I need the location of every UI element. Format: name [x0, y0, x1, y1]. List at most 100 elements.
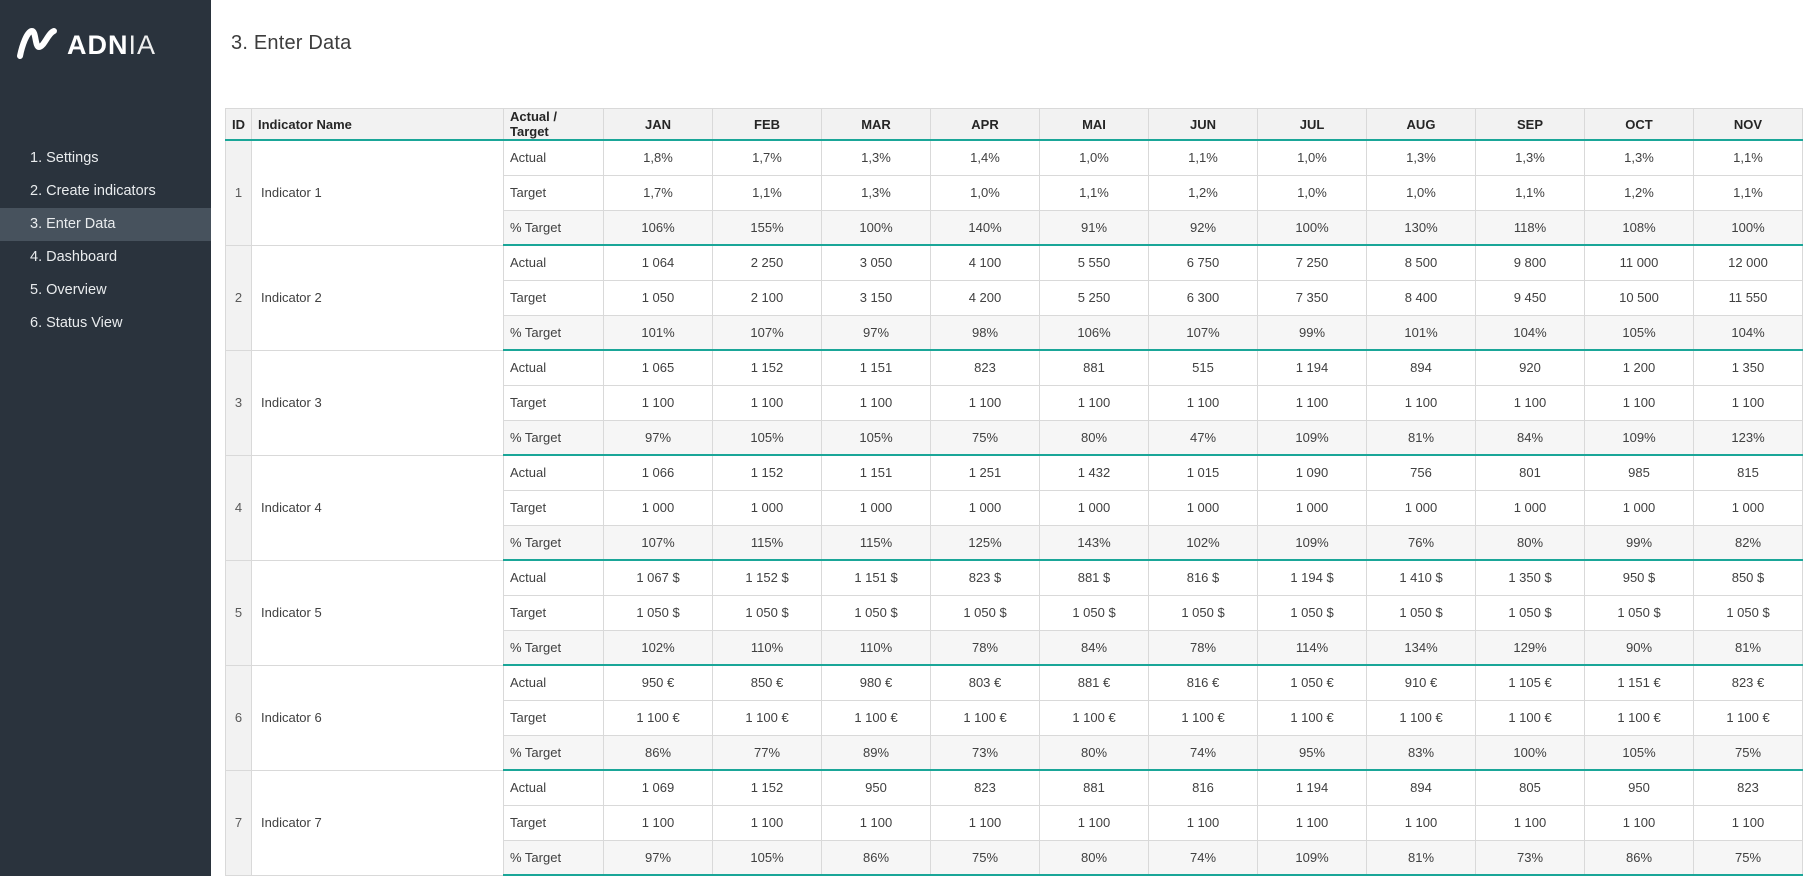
value-cell[interactable]: 2 100 — [712, 279, 822, 316]
value-cell[interactable]: 1 100 — [603, 804, 713, 841]
value-cell[interactable]: 86% — [603, 734, 713, 771]
value-cell[interactable]: 114% — [1257, 629, 1367, 666]
value-cell[interactable]: 1 100 € — [930, 699, 1040, 736]
value-cell[interactable]: 1,0% — [1039, 139, 1149, 176]
value-cell[interactable]: 1 200 — [1584, 349, 1694, 386]
value-cell[interactable]: 1 152 — [712, 454, 822, 491]
value-cell[interactable]: 97% — [821, 314, 931, 351]
value-cell[interactable]: 1,1% — [1475, 174, 1585, 211]
value-cell[interactable]: 75% — [930, 419, 1040, 456]
value-cell[interactable]: 1 151 $ — [821, 559, 931, 596]
value-cell[interactable]: 1 050 $ — [1148, 594, 1258, 631]
value-cell[interactable]: 84% — [1475, 419, 1585, 456]
value-cell[interactable]: 4 100 — [930, 244, 1040, 281]
value-cell[interactable]: 1 151 € — [1584, 664, 1694, 701]
sidebar-item-status-view[interactable]: 6. Status View — [30, 315, 123, 331]
value-cell[interactable]: 1 100 € — [1693, 699, 1803, 736]
value-cell[interactable]: 3 050 — [821, 244, 931, 281]
value-cell[interactable]: 8 400 — [1366, 279, 1476, 316]
value-cell[interactable]: 1 151 — [821, 454, 931, 491]
value-cell[interactable]: 104% — [1475, 314, 1585, 351]
value-cell[interactable]: 1 100 — [1693, 804, 1803, 841]
value-cell[interactable]: 1 432 — [1039, 454, 1149, 491]
value-cell[interactable]: 1 100 — [712, 384, 822, 421]
value-cell[interactable]: 1 100 — [1693, 384, 1803, 421]
value-cell[interactable]: 1 100 — [712, 804, 822, 841]
value-cell[interactable]: 106% — [1039, 314, 1149, 351]
value-cell[interactable]: 1 064 — [603, 244, 713, 281]
value-cell[interactable]: 101% — [1366, 314, 1476, 351]
value-cell[interactable]: 1 100 € — [821, 699, 931, 736]
value-cell[interactable]: 881 — [1039, 769, 1149, 806]
value-cell[interactable]: 75% — [1693, 839, 1803, 876]
value-cell[interactable]: 73% — [1475, 839, 1585, 876]
value-cell[interactable]: 850 $ — [1693, 559, 1803, 596]
value-cell[interactable]: 805 — [1475, 769, 1585, 806]
value-cell[interactable]: 1 050 $ — [1366, 594, 1476, 631]
value-cell[interactable]: 894 — [1366, 769, 1476, 806]
value-cell[interactable]: 95% — [1257, 734, 1367, 771]
value-cell[interactable]: 1 015 — [1148, 454, 1258, 491]
value-cell[interactable]: 107% — [1148, 314, 1258, 351]
sidebar-item-create-indicators[interactable]: 2. Create indicators — [30, 183, 156, 199]
value-cell[interactable]: 1 152 — [712, 349, 822, 386]
value-cell[interactable]: 1 100 — [1366, 384, 1476, 421]
value-cell[interactable]: 47% — [1148, 419, 1258, 456]
value-cell[interactable]: 109% — [1584, 419, 1694, 456]
value-cell[interactable]: 105% — [712, 839, 822, 876]
value-cell[interactable]: 881 $ — [1039, 559, 1149, 596]
value-cell[interactable]: 1 100 — [1584, 384, 1694, 421]
value-cell[interactable]: 80% — [1475, 524, 1585, 561]
sidebar-item-dashboard[interactable]: 4. Dashboard — [30, 249, 118, 265]
value-cell[interactable]: 816 € — [1148, 664, 1258, 701]
value-cell[interactable]: 74% — [1148, 839, 1258, 876]
value-cell[interactable]: 1 350 $ — [1475, 559, 1585, 596]
value-cell[interactable]: 4 200 — [930, 279, 1040, 316]
value-cell[interactable]: 823 — [930, 769, 1040, 806]
value-cell[interactable]: 99% — [1257, 314, 1367, 351]
value-cell[interactable]: 1,3% — [1584, 139, 1694, 176]
value-cell[interactable]: 1 100 — [1148, 384, 1258, 421]
value-cell[interactable]: 143% — [1039, 524, 1149, 561]
value-cell[interactable]: 1 050 $ — [1693, 594, 1803, 631]
value-cell[interactable]: 1 050 € — [1257, 664, 1367, 701]
value-cell[interactable]: 1 100 € — [1039, 699, 1149, 736]
value-cell[interactable]: 1,8% — [603, 139, 713, 176]
value-cell[interactable]: 1 100 € — [1366, 699, 1476, 736]
value-cell[interactable]: 950 — [1584, 769, 1694, 806]
value-cell[interactable]: 6 300 — [1148, 279, 1258, 316]
value-cell[interactable]: 130% — [1366, 209, 1476, 246]
value-cell[interactable]: 82% — [1693, 524, 1803, 561]
value-cell[interactable]: 75% — [1693, 734, 1803, 771]
value-cell[interactable]: 823 $ — [930, 559, 1040, 596]
value-cell[interactable]: 801 — [1475, 454, 1585, 491]
value-cell[interactable]: 105% — [821, 419, 931, 456]
value-cell[interactable]: 140% — [930, 209, 1040, 246]
value-cell[interactable]: 104% — [1693, 314, 1803, 351]
value-cell[interactable]: 1 090 — [1257, 454, 1367, 491]
value-cell[interactable]: 86% — [821, 839, 931, 876]
value-cell[interactable]: 1 050 $ — [1475, 594, 1585, 631]
value-cell[interactable]: 815 — [1693, 454, 1803, 491]
value-cell[interactable]: 1,1% — [1693, 174, 1803, 211]
value-cell[interactable]: 9 450 — [1475, 279, 1585, 316]
sidebar-item-overview[interactable]: 5. Overview — [30, 282, 107, 298]
value-cell[interactable]: 83% — [1366, 734, 1476, 771]
value-cell[interactable]: 12 000 — [1693, 244, 1803, 281]
value-cell[interactable]: 100% — [1475, 734, 1585, 771]
value-cell[interactable]: 1 000 — [712, 489, 822, 526]
value-cell[interactable]: 1,1% — [1039, 174, 1149, 211]
value-cell[interactable]: 1 050 — [603, 279, 713, 316]
value-cell[interactable]: 1,0% — [1257, 139, 1367, 176]
value-cell[interactable]: 1 350 — [1693, 349, 1803, 386]
value-cell[interactable]: 1 050 $ — [712, 594, 822, 631]
value-cell[interactable]: 155% — [712, 209, 822, 246]
value-cell[interactable]: 109% — [1257, 524, 1367, 561]
value-cell[interactable]: 515 — [1148, 349, 1258, 386]
value-cell[interactable]: 106% — [603, 209, 713, 246]
value-cell[interactable]: 90% — [1584, 629, 1694, 666]
value-cell[interactable]: 9 800 — [1475, 244, 1585, 281]
value-cell[interactable]: 1 100 € — [603, 699, 713, 736]
value-cell[interactable]: 115% — [712, 524, 822, 561]
value-cell[interactable]: 1 050 $ — [821, 594, 931, 631]
